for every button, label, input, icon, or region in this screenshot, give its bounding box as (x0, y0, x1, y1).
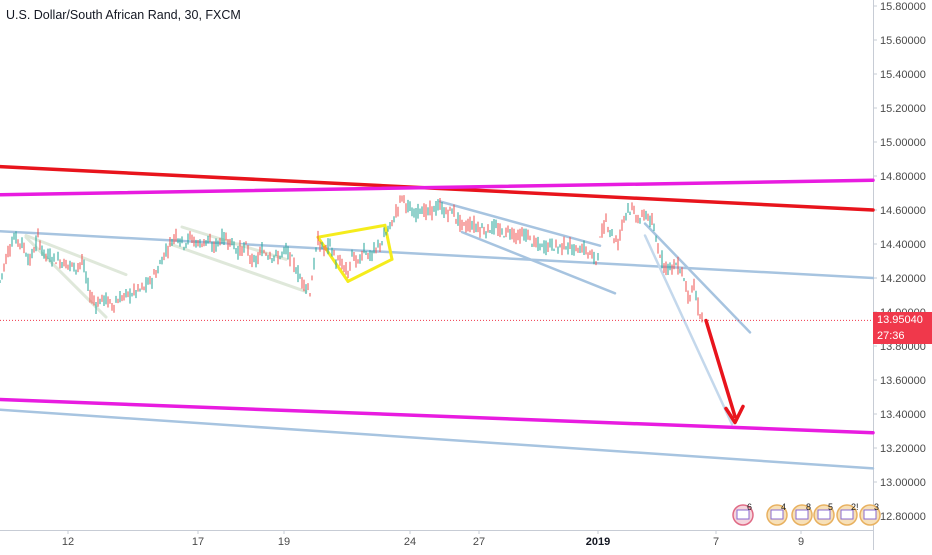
trendline (24, 235, 108, 319)
y-tick-label: 12.80000 (880, 511, 926, 523)
calendar-event-flag-icon (817, 509, 831, 520)
trendline (383, 223, 394, 261)
trendline (0, 408, 875, 470)
calendar-event-count: 3 (874, 502, 879, 512)
trendline (316, 223, 387, 239)
forecast-arrow (704, 318, 737, 419)
last-price-label: 13.95040 (873, 312, 932, 329)
x-tick-label: 12 (62, 536, 74, 548)
y-tick-label: 14.60000 (880, 205, 926, 217)
trendline (460, 230, 617, 295)
y-tick-label: 15.80000 (880, 1, 926, 13)
calendar-event-flag-icon (770, 509, 784, 520)
trendline (24, 234, 128, 277)
calendar-event-count: 4 (781, 502, 786, 512)
trendline (168, 242, 308, 294)
price-axis (873, 0, 932, 550)
trendline (643, 234, 734, 426)
calendar-event-flag-icon (840, 509, 854, 520)
trendline (0, 178, 875, 197)
calendar-event-count: 6 (747, 502, 752, 512)
y-tick-label: 14.40000 (880, 239, 926, 251)
forecast-arrowhead (724, 404, 745, 425)
x-tick-label: 27 (473, 536, 485, 548)
trendline (0, 397, 875, 435)
y-tick-label: 13.00000 (880, 477, 926, 489)
calendar-event-flag-icon (795, 509, 809, 520)
trendline (438, 200, 602, 247)
x-tick-label: 2019 (586, 536, 610, 548)
calendar-event-count: 2! (851, 502, 859, 512)
y-tick-label: 13.40000 (880, 409, 926, 421)
x-tick-label: 17 (192, 536, 204, 548)
chart-title: U.S. Dollar/South African Rand, 30, FXCM (6, 8, 241, 22)
trendline (316, 235, 350, 283)
calendar-event-flag-icon (736, 509, 750, 520)
calendar-event-count: 5 (828, 502, 833, 512)
calendar-event-flag-icon (863, 509, 877, 520)
countdown-label: 27:36 (873, 328, 932, 345)
y-tick-label: 15.40000 (880, 69, 926, 81)
calendar-event-count: 8 (806, 502, 811, 512)
trendline (346, 257, 394, 283)
x-tick-label: 24 (404, 536, 416, 548)
x-tick-label: 7 (713, 536, 719, 548)
y-tick-label: 15.00000 (880, 137, 926, 149)
x-tick-label: 19 (278, 536, 290, 548)
y-tick-label: 13.60000 (880, 375, 926, 387)
y-tick-label: 14.80000 (880, 171, 926, 183)
trendline (0, 230, 875, 280)
y-tick-label: 15.20000 (880, 103, 926, 115)
trendline (643, 222, 752, 334)
y-tick-label: 15.60000 (880, 35, 926, 47)
x-tick-label: 9 (798, 536, 804, 548)
y-tick-label: 13.20000 (880, 443, 926, 455)
y-tick-label: 14.20000 (880, 273, 926, 285)
